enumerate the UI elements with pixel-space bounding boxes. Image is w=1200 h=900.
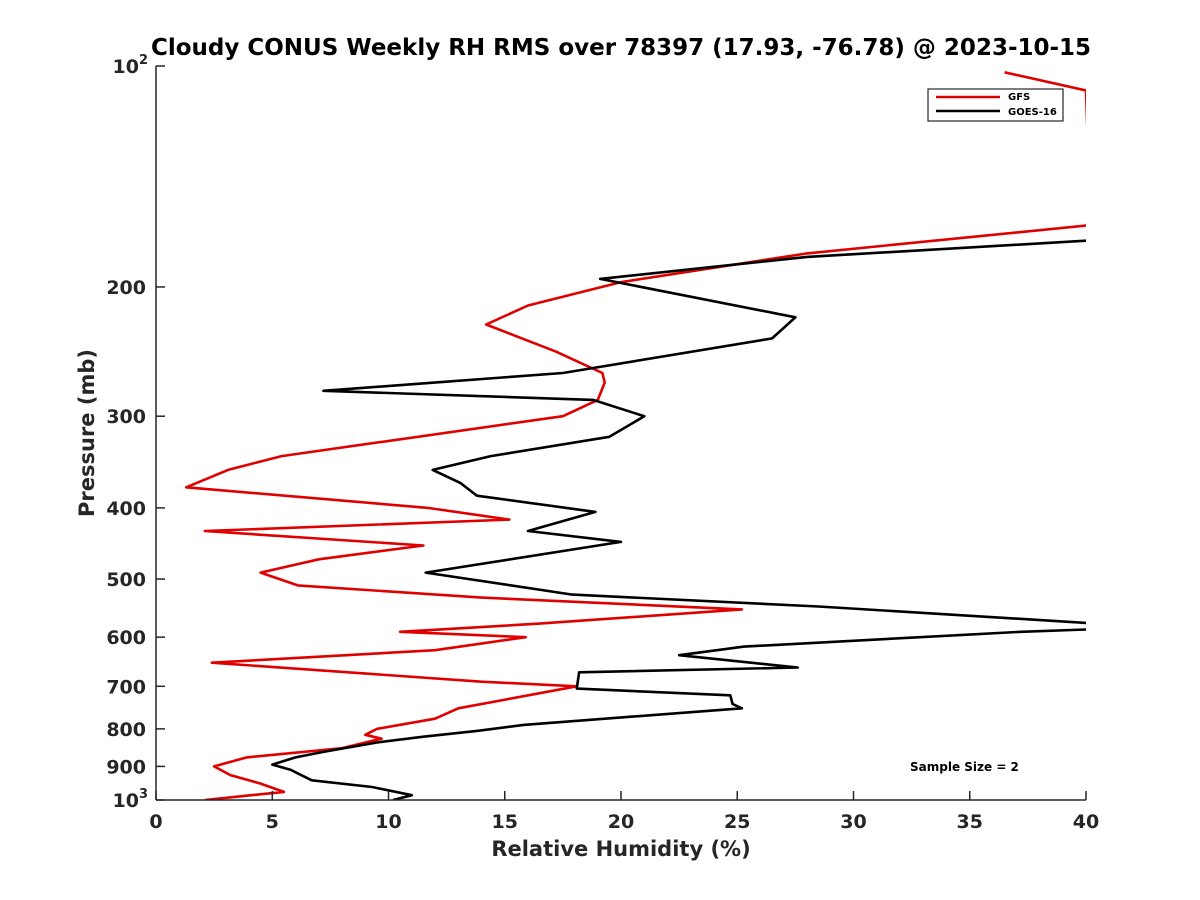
series-line-goes16 <box>270 239 1086 800</box>
y-tick-label: 400 <box>106 498 146 520</box>
x-tick-label: 40 <box>1073 811 1099 833</box>
y-tick-label: 800 <box>106 719 146 741</box>
legend-label-goes16: GOES-16 <box>1008 107 1057 118</box>
x-axis-label: Relative Humidity (%) <box>491 837 750 861</box>
chart-title: Cloudy CONUS Weekly RH RMS over 78397 (1… <box>151 35 1091 61</box>
y-tick-label: 600 <box>106 627 146 649</box>
y-tick-label: 103 <box>113 787 149 812</box>
legend-box <box>927 88 1064 122</box>
legend-label-gfs: GFS <box>1008 92 1030 103</box>
y-tick-label: 200 <box>106 277 146 299</box>
sample-size-annotation: Sample Size = 2 <box>910 760 1019 774</box>
series-layer <box>184 71 1086 800</box>
x-tick-label: 30 <box>840 811 866 833</box>
y-tick-label: 700 <box>106 676 146 698</box>
y-tick-label: 500 <box>106 569 146 591</box>
x-tick-label: 20 <box>608 811 634 833</box>
x-tick-label: 35 <box>957 811 983 833</box>
y-ticks: 102 200 300 400 500 600 700 800 900 103 <box>106 53 165 812</box>
series-line-gfs <box>184 71 1086 800</box>
x-tick-label: 25 <box>724 811 750 833</box>
x-tick-label: 5 <box>266 811 279 833</box>
legend: GFS GOES-16 <box>927 88 1064 122</box>
y-tick-label: 102 <box>113 53 149 78</box>
y-tick-label: 900 <box>106 756 146 778</box>
y-tick-label: 300 <box>106 406 146 428</box>
x-tick-label: 15 <box>492 811 518 833</box>
y-axis-label: Pressure (mb) <box>75 349 99 517</box>
x-tick-label: 0 <box>149 811 162 833</box>
x-ticks: 0 5 10 15 20 25 30 35 40 <box>149 791 1099 833</box>
x-tick-label: 10 <box>375 811 401 833</box>
